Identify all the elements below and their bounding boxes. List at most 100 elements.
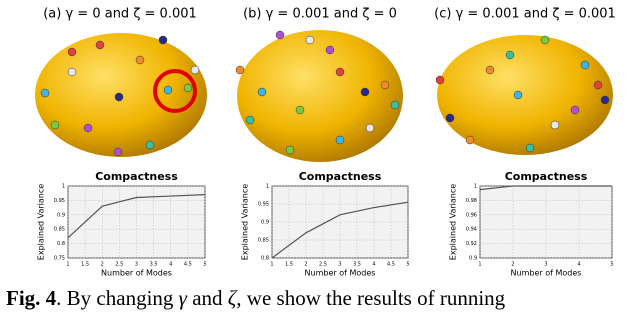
particle <box>67 67 77 77</box>
particle <box>513 90 523 100</box>
caption-text: . By changing <box>56 286 178 310</box>
particle <box>445 113 455 123</box>
x-tick-label: 5 <box>203 262 206 268</box>
particle <box>335 67 345 77</box>
particle <box>335 135 345 145</box>
highlight-circle <box>153 69 197 113</box>
x-tick-label: 3 <box>135 262 138 268</box>
surface <box>237 30 403 162</box>
particle <box>305 35 315 45</box>
data-line <box>271 201 409 259</box>
x-tick-label: 3 <box>338 262 341 268</box>
x-tick-label: 1.5 <box>81 262 89 268</box>
panel-label: (c) γ = 0.001 and ζ = 0.001 <box>434 7 616 22</box>
particle <box>257 87 267 97</box>
particle <box>390 100 400 110</box>
x-axis-label: Number of Modes <box>101 269 172 278</box>
y-axis-label: Explained Variance <box>241 184 250 260</box>
chart-title: Compactness <box>299 170 382 183</box>
particle <box>435 75 445 85</box>
caption-text: and <box>187 286 228 310</box>
particle <box>593 80 603 90</box>
particle <box>163 85 173 95</box>
particle <box>570 105 580 115</box>
particles <box>40 30 610 157</box>
y-tick-label: 0.95 <box>54 198 65 204</box>
particle <box>325 45 335 55</box>
particle <box>40 88 50 98</box>
y-tick-label: 0.92 <box>466 241 477 247</box>
y-axis-label: Explained Variance <box>37 184 46 260</box>
y-tick-label: 0.96 <box>466 212 477 218</box>
particle <box>465 135 475 145</box>
particle <box>580 60 590 70</box>
particle <box>135 55 145 65</box>
y-tick-label: 0.9 <box>57 212 65 218</box>
x-tick-label: 2 <box>511 262 514 268</box>
x-tick-label: 4 <box>169 262 172 268</box>
x-tick-label: 4.5 <box>387 262 395 268</box>
particle <box>114 92 124 102</box>
particle <box>245 115 255 125</box>
panel-label: (a) γ = 0 and ζ = 0.001 <box>43 7 197 22</box>
x-tick-label: 4 <box>372 262 375 268</box>
particle <box>67 47 77 57</box>
panel-label: (b) γ = 0.001 and ζ = 0 <box>243 7 397 22</box>
x-tick-label: 1 <box>478 262 481 268</box>
surface <box>437 35 613 155</box>
x-tick-label: 3 <box>544 262 547 268</box>
y-tick-label: 1 <box>62 184 65 190</box>
particle <box>95 40 105 50</box>
data-line <box>479 185 612 191</box>
particle <box>380 80 390 90</box>
particle <box>235 65 245 75</box>
caption-symbol: ζ <box>228 286 238 310</box>
particle <box>275 30 285 40</box>
particle <box>505 50 515 60</box>
y-tick-label: 0.85 <box>54 227 65 233</box>
caption-symbol: γ <box>179 286 188 310</box>
x-tick-label: 4.5 <box>184 262 192 268</box>
y-tick-label: 0.9 <box>261 220 269 226</box>
particle <box>113 147 123 157</box>
chart-title: Compactness <box>95 170 178 183</box>
x-axis-label: Number of Modes <box>305 269 376 278</box>
particle <box>550 120 560 130</box>
particle <box>525 143 535 153</box>
particle <box>540 35 550 45</box>
x-tick-label: 3.5 <box>150 262 158 268</box>
x-axis-label: Number of Modes <box>511 269 582 278</box>
y-tick-label: 0.75 <box>54 256 65 262</box>
x-tick-label: 2.5 <box>115 262 123 268</box>
caption: Fig. 4. By changing γ and ζ, we show the… <box>6 286 506 310</box>
y-tick-label: 0.8 <box>57 241 65 247</box>
particle <box>285 145 295 155</box>
y-tick-label: 0.8 <box>261 256 269 262</box>
x-tick-label: 2 <box>101 262 104 268</box>
y-tick-label: 0.94 <box>466 227 477 233</box>
x-tick-label: 5 <box>406 262 409 268</box>
x-tick-label: 2 <box>304 262 307 268</box>
particle <box>360 87 370 97</box>
data-line <box>67 194 206 239</box>
particle <box>145 140 155 150</box>
caption-text: , we show the results of running <box>236 286 505 310</box>
particle <box>365 123 375 133</box>
y-tick-label: 0.95 <box>258 202 269 208</box>
y-tick-label: 0.85 <box>258 238 269 244</box>
x-tick-label: 4 <box>577 262 580 268</box>
particle <box>83 123 93 133</box>
particle <box>485 65 495 75</box>
particle <box>158 35 168 45</box>
chart-title: Compactness <box>505 170 588 183</box>
particle <box>295 105 305 115</box>
y-tick-label: 0.98 <box>466 198 477 204</box>
particle <box>50 120 60 130</box>
y-tick-label: 1 <box>266 184 269 190</box>
x-tick-label: 3.5 <box>353 262 361 268</box>
y-tick-label: 0.9 <box>469 256 477 262</box>
x-tick-label: 1 <box>66 262 69 268</box>
particle <box>183 83 193 93</box>
x-tick-label: 5 <box>610 262 613 268</box>
